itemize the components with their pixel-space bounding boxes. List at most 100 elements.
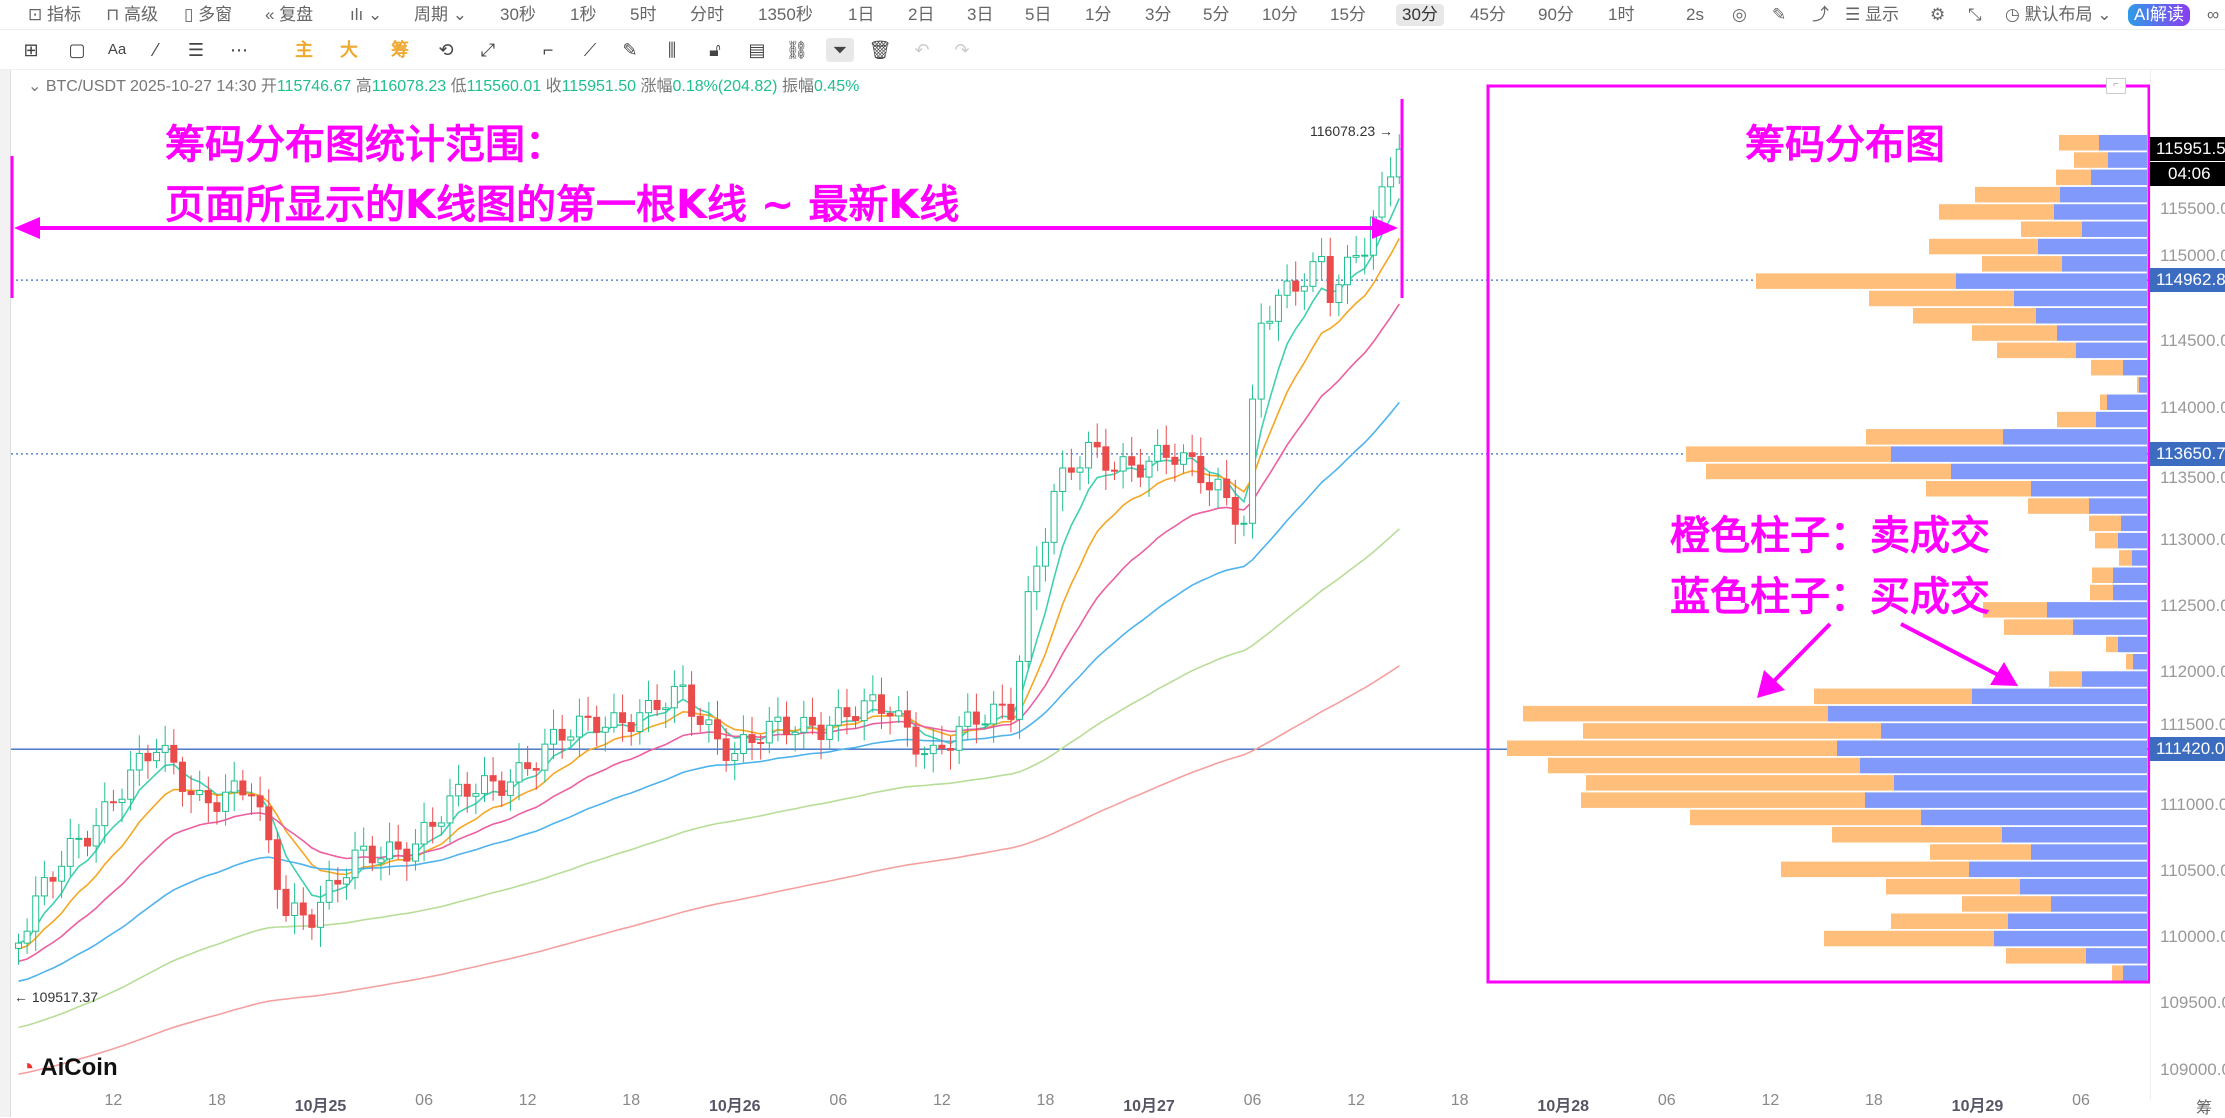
toolbar-item-17[interactable]: 10分 — [1262, 4, 1298, 26]
toolbar-item-15[interactable]: 3分 — [1145, 4, 1171, 26]
add-indicator-icon[interactable]: ⊞ — [23, 40, 39, 60]
price-tick: 114500.0 — [2160, 331, 2225, 351]
toolbar-item-19[interactable]: 30分 — [1396, 4, 1444, 26]
delete-icon[interactable]: 🗑︎ — [868, 40, 892, 60]
replace-icon[interactable]: ⟲ — [438, 40, 454, 60]
toolbar-item-23[interactable]: 2s — [1686, 4, 1704, 26]
toolbar-item-3[interactable]: « 复盘 — [265, 4, 313, 26]
buy-volume-bar — [2133, 654, 2147, 670]
toolbar-item-2[interactable]: ▯ 多窗 — [184, 4, 232, 26]
panel-expand-button[interactable]: ⌐ — [2106, 78, 2126, 94]
left-panel-edge — [0, 70, 11, 1117]
candle-body — [437, 822, 445, 827]
sell-volume-bar — [2112, 965, 2123, 981]
rectangle-icon[interactable]: ▢ — [68, 40, 86, 60]
candle-body — [178, 761, 186, 792]
toolbar-item-14[interactable]: 1分 — [1085, 4, 1111, 26]
candle-body — [204, 790, 212, 804]
candle-body — [1361, 254, 1369, 257]
candle-body — [317, 901, 325, 928]
toolbar-item-26[interactable]: AI解读 — [2128, 4, 2191, 26]
ruler-icon[interactable]: ⟋ — [583, 40, 597, 60]
toolbar-item-11[interactable]: 2日 — [908, 4, 934, 26]
candle-body — [394, 841, 402, 850]
share-icon[interactable]: ⤴ — [1812, 5, 1829, 24]
sell-volume-bar — [1929, 238, 2038, 255]
toolbar-item-4[interactable]: 周期 ⌄ — [414, 4, 467, 26]
lock-draw-icon[interactable]: ⫼ — [667, 40, 677, 60]
collapse-icon[interactable]: ⤡ — [1968, 5, 1982, 24]
price-tick: 110000.0 — [2160, 927, 2225, 947]
toolbar-item-22[interactable]: 1时 — [1608, 4, 1634, 26]
toolbar-item-5[interactable]: 30秒 — [500, 4, 536, 26]
toolbar-item-21[interactable]: 90分 — [1538, 4, 1574, 26]
toolbar-item-label: AI解读 — [2134, 5, 2185, 24]
eraser-icon[interactable]: ✎ — [622, 40, 638, 60]
toolbar-item-8[interactable]: 分时 — [690, 4, 724, 26]
pointer-arrow-buy — [1900, 622, 2001, 678]
time-tick: 12 — [104, 1092, 123, 1109]
toolbar-item-icon: « — [265, 5, 280, 24]
sell-volume-bar — [1690, 809, 1921, 826]
candle-body — [265, 806, 273, 841]
text-tool-icon[interactable]: Aa — [107, 41, 127, 58]
pen-icon[interactable]: ✎ — [1772, 5, 1787, 24]
toolbar-item-16[interactable]: 5分 — [1203, 4, 1229, 26]
link-icon[interactable]: ⛓︎ — [785, 40, 809, 60]
toolbar-item-24[interactable]: ☰ 显示 — [1845, 4, 1899, 26]
toolbar-item-25[interactable]: ◷ 默认布局 ⌄ — [2005, 4, 2112, 26]
collapse-icon[interactable]: ⌄ — [28, 78, 42, 95]
toolbar-item-12[interactable]: 3日 — [967, 4, 993, 26]
filter-icon[interactable]: ⏷ — [826, 38, 854, 62]
template-icon[interactable]: ▤ — [748, 40, 766, 60]
sell-volume-bar — [1997, 342, 2076, 359]
more-icon[interactable]: ⋯ — [230, 40, 248, 60]
toolbar-item-7[interactable]: 5时 — [630, 4, 656, 26]
infinity-icon[interactable]: ∞ — [2207, 5, 2220, 24]
buy-volume-bar — [2031, 844, 2147, 860]
blue-bar-note: 蓝色柱子：买成交 — [1670, 574, 1990, 620]
toolbar-item-0[interactable]: ⊡ 指标 — [28, 4, 81, 26]
redo-icon[interactable]: ↷ — [954, 40, 970, 60]
toolbar-item-18[interactable]: 15分 — [1330, 4, 1366, 26]
toolbar-item-1[interactable]: ⊓ 高级 — [106, 4, 158, 26]
toolbar-item-label: 1秒 — [570, 5, 597, 24]
time-tick: 10月28 — [1537, 1098, 1590, 1115]
main-chart-button[interactable]: 主 — [295, 40, 313, 60]
settings-icon[interactable]: ⚙ — [1930, 5, 1946, 24]
candle-body — [644, 700, 652, 714]
low-label: 低 — [450, 78, 467, 95]
toolbar-item-20[interactable]: 45分 — [1470, 4, 1506, 26]
price-tick: 112500.0 — [2160, 596, 2225, 616]
sell-volume-bar — [1930, 844, 2031, 860]
time-tick: 06 — [415, 1092, 433, 1109]
candle-body — [1335, 284, 1343, 304]
toolbar-item-10[interactable]: 1日 — [848, 4, 874, 26]
candle-body — [783, 716, 791, 736]
camera-icon[interactable]: ◎ — [1732, 5, 1747, 24]
toolbar-item-13[interactable]: 5日 — [1025, 4, 1051, 26]
toolbar-item-label: 周期 — [414, 5, 448, 24]
magnet-icon[interactable]: ⌐ — [542, 40, 554, 60]
price-tick: 113000.0 — [2160, 530, 2225, 549]
waveform-icon[interactable]: ılı ⌄ — [350, 5, 383, 24]
chip-distribution-button[interactable]: 筹 — [391, 40, 409, 60]
candle-body — [1128, 456, 1136, 466]
parallel-lines-icon[interactable]: ☰ — [187, 40, 205, 60]
candle-body — [23, 930, 31, 944]
candle-body — [14, 942, 22, 949]
candle-body — [196, 790, 204, 796]
toolbar-item-label: 45分 — [1470, 5, 1506, 24]
price-axis[interactable] — [2150, 70, 2225, 1100]
buy-volume-bar — [1891, 446, 2147, 462]
big-order-button[interactable]: 大 — [340, 40, 358, 60]
undo-icon[interactable]: ↶ — [914, 40, 930, 60]
toolbar-item-6[interactable]: 1秒 — [570, 4, 596, 26]
toolbar-item-label: 1分 — [1085, 5, 1112, 24]
lock-icon[interactable]: 🔓︎ — [709, 40, 721, 60]
line-tool-icon[interactable]: ⁄ — [154, 40, 158, 60]
candle-body — [800, 716, 808, 733]
toolbar-item-9[interactable]: 1350秒 — [758, 4, 813, 26]
trend-tool-icon[interactable]: ⤢ — [480, 40, 496, 60]
